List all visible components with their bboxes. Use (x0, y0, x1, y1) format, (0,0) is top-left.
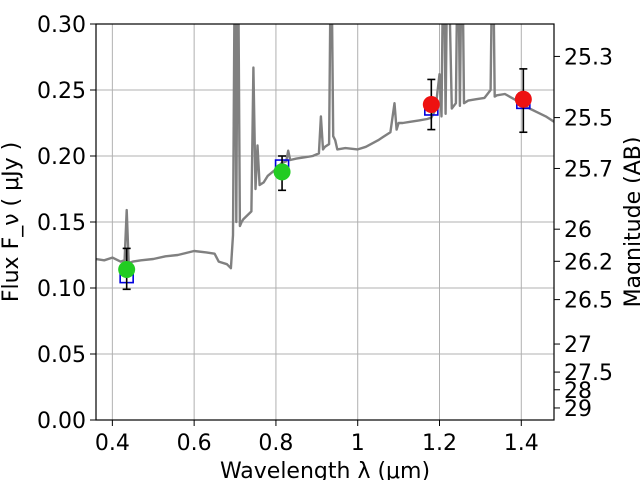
y2-tick-label: 26.2 (564, 250, 613, 275)
plot-region (96, 24, 554, 291)
y2-tick-label: 27.5 (564, 361, 613, 386)
y-axis-label: Flux F_ν ( μJy ) (0, 142, 24, 302)
axis-ticks: 0.4 0.6 0.8 1 1.2 1.4 0.00 0.05 0.10 0.15 0.20 0.25… (37, 13, 613, 456)
observed-point (118, 261, 136, 279)
y2-tick-label: 27 (564, 333, 592, 358)
x-tick-label: 1 (351, 431, 365, 456)
y2-tick-label: 25.7 (564, 157, 613, 182)
y2-tick-label: 28 (564, 379, 592, 404)
x-tick-label: 0.8 (258, 431, 293, 456)
y-tick-label: 0.15 (37, 211, 86, 236)
y2-tick-label: 26.5 (564, 289, 613, 314)
y-tick-label: 0.05 (37, 343, 86, 368)
y-tick-label: 0.25 (37, 79, 86, 104)
y2-tick-label: 25.5 (564, 107, 613, 132)
y2-axis-label: Magnitude (AB) (621, 137, 640, 308)
y2-tick-label: 26 (564, 218, 592, 243)
x-axis-label: Wavelength λ (μm) (220, 459, 430, 480)
x-tick-label: 0.6 (177, 431, 212, 456)
observed-point (514, 90, 532, 108)
spectrum-line (96, 24, 554, 270)
x-tick-label: 1.2 (422, 431, 457, 456)
y-tick-label: 0.10 (37, 277, 86, 302)
y-tick-label: 0.00 (37, 409, 86, 434)
y2-tick-label: 25.3 (564, 45, 613, 70)
grid (96, 23, 554, 421)
x-tick-label: 0.4 (95, 431, 130, 456)
observed-point (422, 96, 440, 114)
observed-point (273, 163, 291, 181)
y2-tick-label: 29 (564, 397, 592, 422)
y-tick-label: 0.30 (37, 13, 86, 38)
y-tick-label: 0.20 (37, 145, 86, 170)
x-tick-label: 1.4 (504, 431, 539, 456)
